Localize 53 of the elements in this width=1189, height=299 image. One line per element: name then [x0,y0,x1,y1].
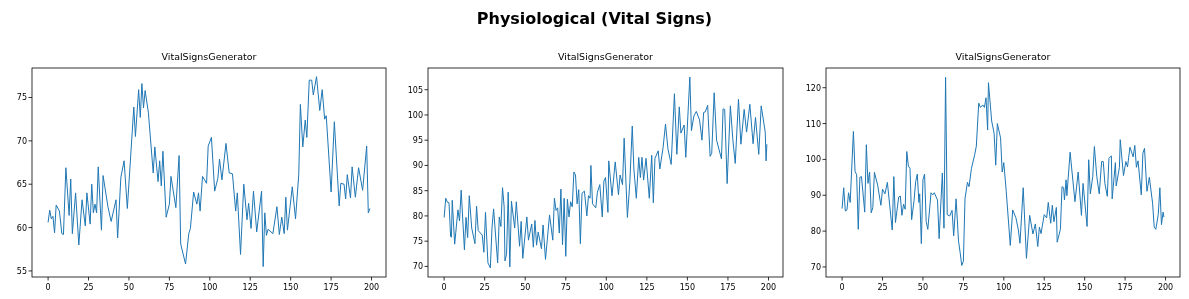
x-tick-label: 25 [83,283,94,292]
y-tick-label: 70 [412,262,423,272]
y-tick-label: 105 [407,85,423,95]
line-series [443,76,768,269]
y-tick-label: 70 [810,262,821,272]
y-tick-label: 80 [412,211,423,221]
text: Physiological (Vital Signs) [476,9,713,28]
x-tick-label: 100 [202,283,218,292]
y-tick-label: 100 [407,110,423,120]
x-tick-label: 125 [1036,283,1052,292]
y-tick-label: 110 [805,119,821,129]
x-tick-label: 50 [917,283,929,292]
x-tick-label: 150 [283,283,299,292]
x-tick-label: 200 [760,283,777,292]
y-tick-label: 55 [16,266,27,276]
y-tick-label: 70 [16,136,27,146]
x-tick-label: 100 [996,283,1012,292]
y-tick-label: 65 [16,180,27,190]
chart-title: VitalSignsGenerator [955,51,1051,62]
x-tick-label: 0 [441,283,447,292]
y-tick-label: 100 [805,155,821,165]
x-tick-label: 0 [45,283,51,292]
x-tick-label: 0 [839,283,845,292]
y-tick-label: 85 [412,186,423,196]
y-tick-label: 90 [810,191,821,201]
y-tick-label: 60 [16,223,27,233]
x-tick-label: 175 [720,283,736,292]
x-tick-label: 200 [363,283,380,292]
chart-title: VitalSignsGenerator [557,51,654,62]
y-tick-label: 80 [810,227,821,237]
x-tick-label: 50 [520,283,531,292]
x-tick-label: 75 [958,283,969,292]
x-tick-label: 150 [1077,283,1093,292]
y-tick-label: 75 [16,93,27,103]
x-tick-label: 125 [639,283,655,292]
x-tick-label: 25 [479,283,490,292]
x-tick-label: 50 [123,283,135,292]
line-series [841,76,1165,267]
x-tick-label: 25 [877,283,888,292]
x-tick-label: 100 [598,283,614,292]
x-tick-label: 150 [679,283,696,292]
x-tick-label: 75 [164,283,175,292]
y-tick-label: 90 [412,161,423,171]
chart-title: VitalSignsGenerator [161,51,257,62]
x-tick-label: 75 [560,283,571,292]
y-tick-label: 120 [805,83,821,93]
y-tick-label: 75 [412,237,423,247]
x-tick-label: 175 [1117,283,1133,292]
y-tick-label: 95 [412,136,423,146]
line-series [47,76,371,268]
x-tick-label: 125 [242,283,258,292]
x-tick-label: 175 [323,283,339,292]
x-tick-label: 200 [1157,283,1174,292]
